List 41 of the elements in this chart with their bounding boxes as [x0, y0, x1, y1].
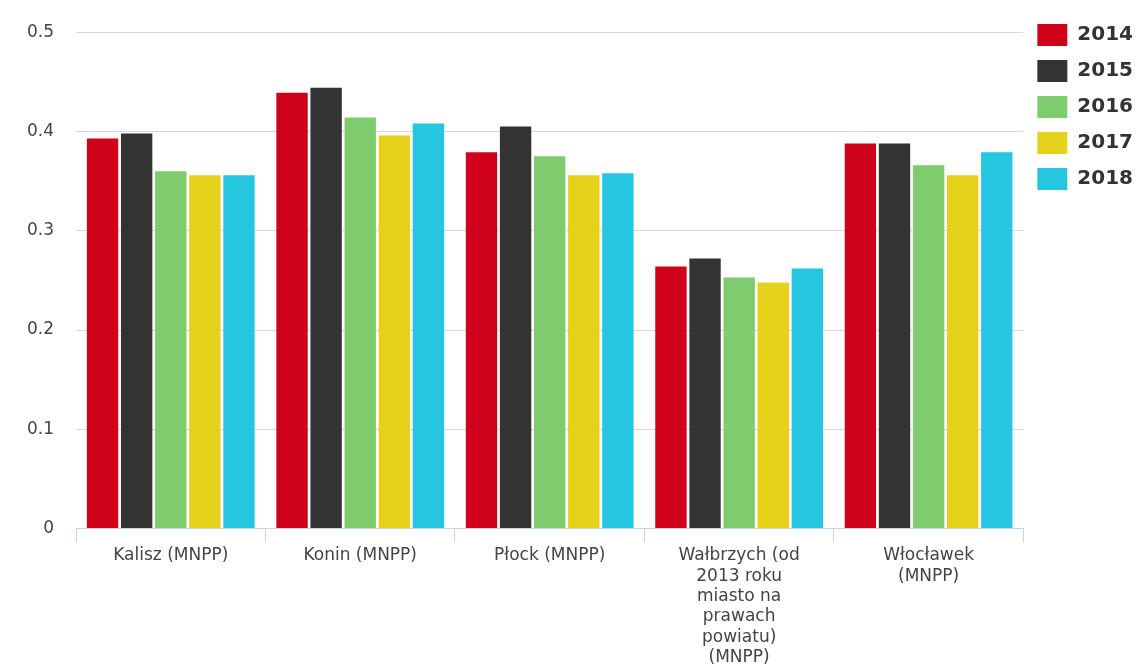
bar — [86, 138, 119, 529]
bar — [189, 175, 221, 529]
bar — [723, 277, 755, 529]
bar — [655, 266, 687, 529]
bar — [757, 282, 789, 529]
legend-label: 2015 — [1077, 57, 1134, 82]
x-tick-label: Konin (MNPP) — [303, 544, 417, 565]
legend-label: 2016 — [1077, 93, 1134, 118]
bar — [844, 143, 877, 529]
x-tick-label: Płock (MNPP) — [494, 544, 606, 565]
bar — [602, 173, 634, 529]
bar — [276, 92, 308, 529]
bar — [412, 123, 445, 529]
bar — [947, 175, 979, 529]
bar — [912, 165, 945, 529]
x-tick-label: Wałbrzych (od 2013 roku miasto na prawach powiatu) (MNPP) — [678, 544, 800, 667]
bar — [689, 258, 721, 529]
y-tick-label: 0.1 — [26, 417, 55, 438]
bar — [120, 133, 153, 529]
bar — [344, 117, 376, 529]
y-tick-label: 0 — [43, 517, 55, 538]
legend-label: 2014 — [1077, 21, 1134, 46]
bar — [568, 175, 600, 529]
y-tick-label: 0.2 — [26, 318, 55, 339]
bar — [534, 156, 566, 529]
bar — [155, 171, 187, 529]
bar — [499, 126, 532, 529]
bar — [791, 268, 824, 529]
bar — [310, 87, 342, 529]
bar — [465, 152, 498, 529]
bar — [223, 175, 255, 529]
legend-label: 2017 — [1077, 129, 1134, 154]
x-tick-label: Włocławek (MNPP) — [883, 544, 975, 585]
y-tick-label: 0.3 — [26, 219, 55, 240]
x-tick-label: Kalisz (MNPP) — [113, 544, 229, 565]
bar — [981, 152, 1013, 529]
y-tick-label: 0.4 — [26, 119, 55, 140]
y-tick-label: 0.5 — [26, 20, 55, 41]
legend-label: 2018 — [1077, 165, 1134, 190]
bar — [378, 135, 411, 529]
bar — [878, 143, 911, 529]
